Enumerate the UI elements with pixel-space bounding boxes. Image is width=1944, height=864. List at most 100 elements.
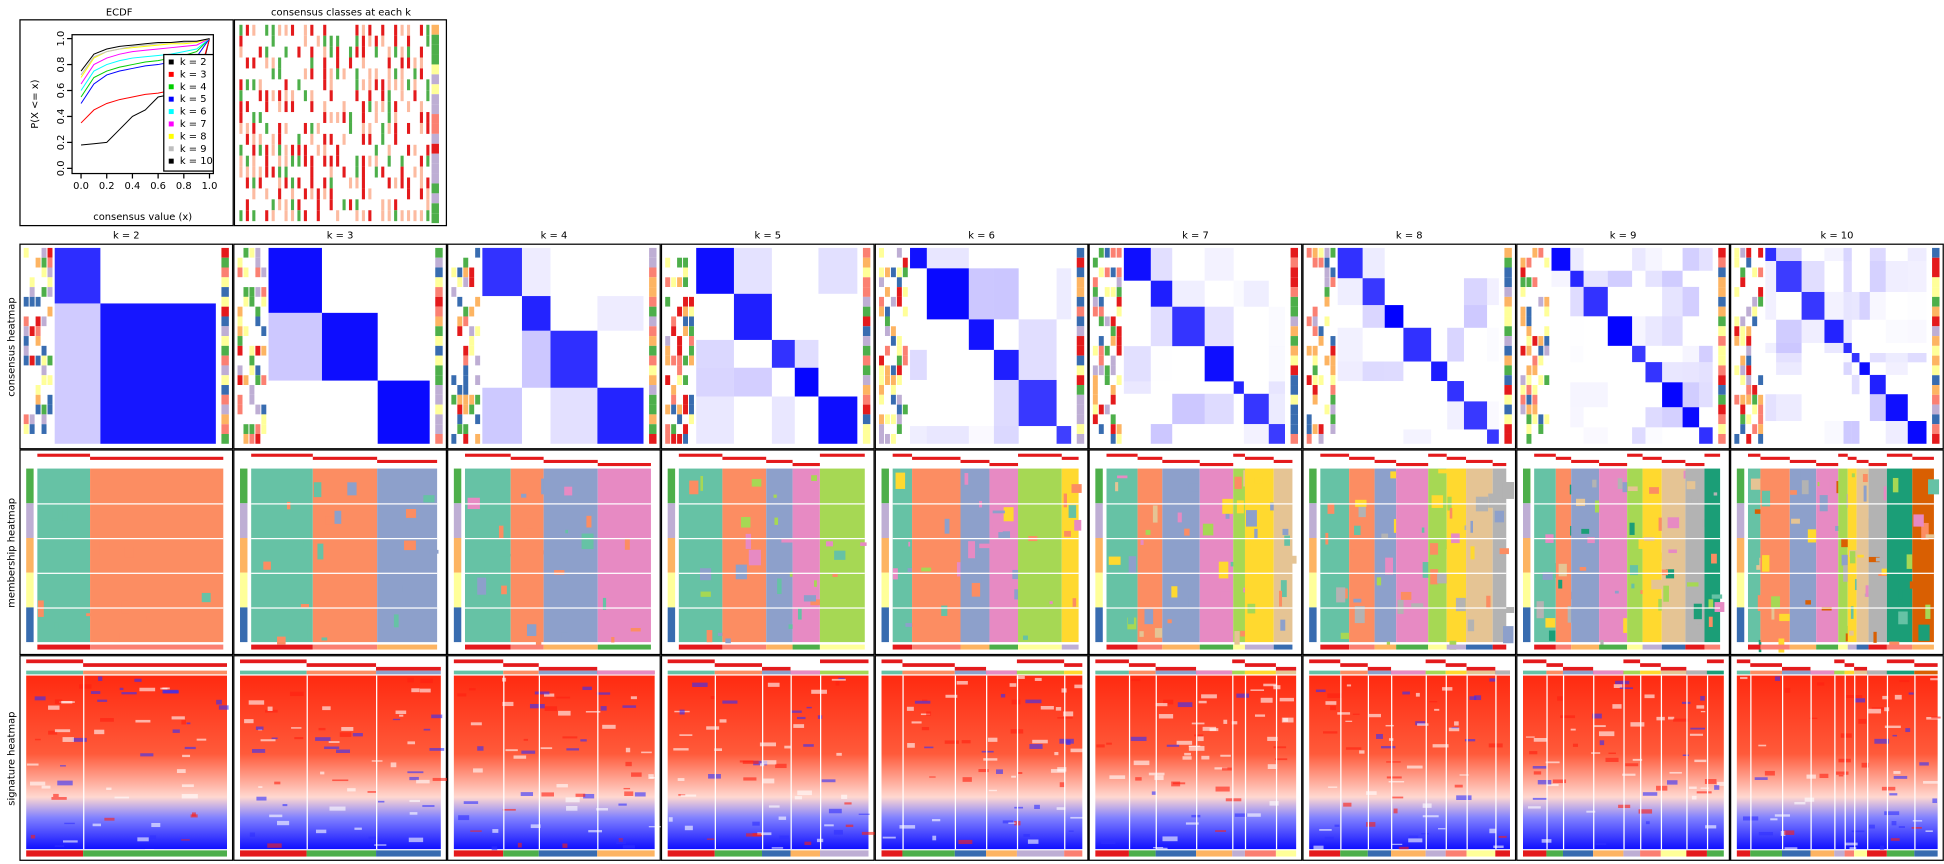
membership-noise [1851,473,1855,478]
membership-noise [624,539,630,550]
annotation-cell [1718,355,1726,366]
membership-noise [1581,528,1590,534]
class-cell [310,57,314,69]
annotation-cell [1076,287,1085,297]
annotation-cell [683,267,689,278]
annotation-cell [1104,306,1110,317]
signature-noise [502,701,514,707]
signature-noise [294,737,304,740]
membership-noise [1470,546,1475,560]
annotation-cell [475,404,481,415]
consensus-block [733,293,772,340]
annotation-cell [261,336,267,346]
annotation-cell [862,365,871,376]
membership-noise [1771,596,1780,609]
annotation-cell [475,267,481,278]
panel-frame [1516,655,1731,861]
signature-noise [1884,811,1900,816]
top-bar [881,659,903,664]
membership-noise [1576,498,1586,507]
signature-noise [1894,694,1902,700]
annotation-cell [896,316,902,327]
signature-noise [1889,793,1898,796]
class-cell [381,166,385,178]
consensus-block [482,247,522,297]
annotation-cell [649,375,657,386]
panel-frame [660,655,875,861]
annotation-cell [1520,267,1526,278]
annotation-cell [890,394,896,405]
signature-noise [945,694,958,698]
annotation-cell [671,257,677,268]
class-cell [400,68,404,80]
annotation-cell [1306,267,1312,278]
annotation-cell [677,385,683,395]
annotation-cell [1758,267,1764,278]
consensus-cell [1776,394,1802,422]
annotation-cell [475,424,481,434]
signature-noise [30,834,36,839]
annotation-cell [649,404,657,415]
signature-noise [1328,786,1338,788]
membership-block [1661,468,1686,643]
annotation-cell [649,414,657,425]
signature-noise [1023,834,1030,837]
membership-noise [1751,554,1760,566]
signature-noise [374,844,387,846]
annotation-cell [1110,424,1116,434]
annotation-cell [1306,287,1312,297]
bottom-annotation [1155,850,1197,857]
annotation-cell [1734,355,1740,366]
class-cell [265,46,269,58]
signature-noise [1666,780,1678,785]
signature-noise [1849,847,1857,849]
consensus-cell [1268,381,1285,394]
top-annotation [1834,670,1845,675]
annotation-cell [890,296,896,307]
annotation-cell [1324,257,1330,268]
annotation-cell [1520,257,1526,268]
bottom-annotation [1844,850,1855,857]
signature-noise [1011,699,1021,705]
legend-swatch [168,59,174,65]
annotation-cell [1746,424,1752,434]
annotation-cell [683,433,689,444]
annotation-cell [463,287,469,297]
annotation-cell [902,316,908,327]
membership-noise [630,627,641,632]
membership-noise [826,541,833,547]
annotation-cell [1734,424,1740,434]
membership-noise [706,630,713,643]
class-cell [271,166,275,178]
signature-noise [790,710,802,713]
column-title: k = 9 [1610,231,1637,242]
signature-noise [1625,763,1639,767]
class-cell [394,122,398,134]
annotation-cell [677,257,683,268]
annotation-cell [1526,414,1532,425]
signature-noise [796,716,806,720]
annotation-cell [47,296,53,307]
membership-noise [1849,630,1854,636]
consensus-cell [910,349,927,380]
annotation-cell [649,277,657,288]
class-cell [348,46,353,58]
annotation-cell [1076,424,1085,434]
annotation-cell [1330,336,1336,346]
annotation-cell [862,433,871,444]
signature-noise [1391,843,1403,846]
legend-label: k = 3 [180,69,207,80]
class-cell [258,166,262,178]
class-annotation [431,193,439,204]
annotation-cell [469,375,475,386]
membership-noise [499,553,511,557]
class-cell [419,166,423,178]
signature-noise [1074,684,1083,689]
bottom-annotation [1534,644,1556,650]
signature-noise [1421,833,1429,835]
class-cell [316,144,320,156]
annotation-cell [665,394,671,405]
bottom-annotation [1162,644,1200,650]
annotation-cell [23,306,29,317]
membership-noise [1455,597,1466,612]
